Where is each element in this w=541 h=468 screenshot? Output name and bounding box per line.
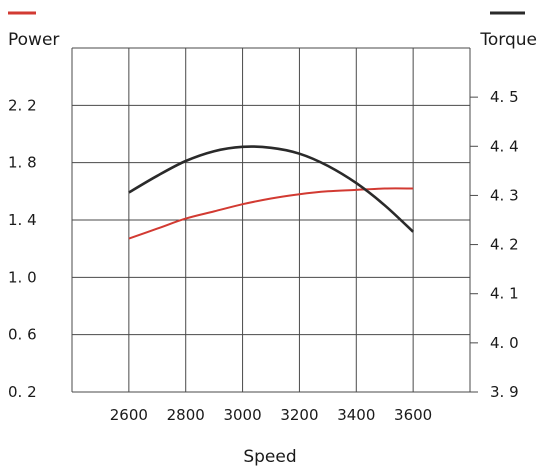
right-tick-label: 4. 1 bbox=[490, 285, 519, 303]
power-series-line bbox=[128, 187, 414, 240]
x-tick-label: 3000 bbox=[223, 406, 261, 424]
x-tick-label: 3400 bbox=[337, 406, 375, 424]
series-layer bbox=[128, 145, 414, 240]
tick-labels: 2. 2 1. 8 1. 4 1. 0 0. 6 0. 2 4. 5 4. 4 4. 3 4. 2… bbox=[8, 88, 519, 424]
left-tick-label: 0. 6 bbox=[8, 326, 37, 344]
right-tick-label: 4. 4 bbox=[490, 137, 519, 155]
left-tick-label: 0. 2 bbox=[8, 383, 37, 401]
power-legend-label: Power bbox=[8, 30, 59, 50]
x-axis-title: Speed bbox=[243, 447, 296, 467]
left-tick-label: 1. 8 bbox=[8, 154, 37, 172]
right-tick-label: 4. 0 bbox=[490, 334, 519, 352]
left-tick-label: 1. 0 bbox=[8, 268, 37, 286]
x-tick-label: 3200 bbox=[280, 406, 318, 424]
x-tick-label: 2600 bbox=[110, 406, 148, 424]
right-tick-label: 4. 5 bbox=[490, 88, 519, 106]
right-tick-label: 3. 9 bbox=[490, 383, 519, 401]
left-tick-label: 1. 4 bbox=[8, 211, 37, 229]
grid bbox=[71, 47, 471, 393]
left-tick-label: 2. 2 bbox=[8, 96, 37, 114]
right-tick-label: 4. 3 bbox=[490, 186, 519, 204]
torque-series-line bbox=[128, 145, 414, 233]
x-tick-label: 3600 bbox=[394, 406, 432, 424]
torque-legend-label: Torque bbox=[479, 30, 537, 50]
x-tick-label: 2800 bbox=[167, 406, 205, 424]
right-tick-label: 4. 2 bbox=[490, 236, 519, 254]
